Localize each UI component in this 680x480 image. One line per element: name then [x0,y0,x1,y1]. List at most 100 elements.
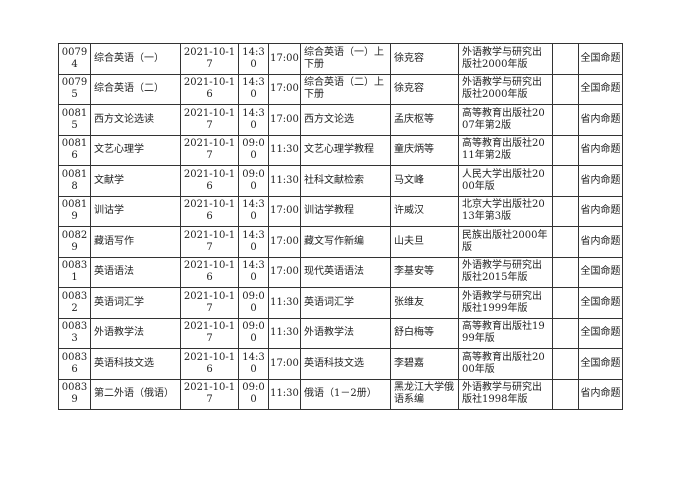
course-code-cell: 00833 [58,317,91,349]
table-row: 00795 综合英语（二） 2021-10-16 14:30 17:00 综合英语（二）上… [58,73,623,105]
exam-type-cell: 省内命题 [578,195,623,227]
exam-type-cell: 全国命题 [578,348,623,380]
exam-date-cell: 2021-10-17 [180,134,239,166]
exam-type-cell: 省内命题 [578,104,623,136]
table-row: 00829 藏语写作 2021-10-17 14:30 17:00 藏文写作新编 山夫旦 民族… [58,226,623,258]
course-name-cell: 综合英语（二） [90,73,181,105]
note-cell [552,165,579,197]
course-code-cell: 00831 [58,256,91,288]
start-time-cell: 14:30 [238,226,269,258]
note-cell [552,104,579,136]
start-time-cell: 14:30 [238,256,269,288]
publisher-cell: 外语教学与研究出版社2000年版 [458,73,553,105]
textbook-cell: 综合英语（二）上下册 [300,73,391,105]
textbook-cell: 社科文献检索 [300,165,391,197]
publisher-cell: 外语教学与研究出版社1999年版 [458,287,553,319]
table-row: 00816 文艺心理学 2021-10-17 09:00 11:30 文艺心理学教程 童庆炳… [58,134,623,166]
exam-date-cell: 2021-10-16 [180,165,239,197]
note-cell [552,73,579,105]
publisher-cell: 北京大学出版社2013年第3版 [458,195,553,227]
course-code-cell: 00839 [58,378,91,410]
course-name-cell: 第二外语（俄语） [90,378,181,410]
publisher-cell: 外语教学与研究出版社2015年版 [458,256,553,288]
publisher-cell: 人民大学出版社2000年版 [458,165,553,197]
start-time-cell: 09:00 [238,134,269,166]
note-cell [552,226,579,258]
textbook-cell: 俄语（1－2册） [300,378,391,410]
textbook-cell: 训诂学教程 [300,195,391,227]
note-cell [552,195,579,227]
publisher-cell: 外语教学与研究出版社1998年版 [458,378,553,410]
exam-date-cell: 2021-10-17 [180,104,239,136]
end-time-cell: 11:30 [268,317,301,349]
publisher-cell: 民族出版社2000年版 [458,226,553,258]
course-code-cell: 00829 [58,226,91,258]
note-cell [552,43,579,75]
exam-type-cell: 全国命题 [578,73,623,105]
start-time-cell: 14:30 [238,104,269,136]
course-name-cell: 英语语法 [90,256,181,288]
note-cell [552,287,579,319]
exam-date-cell: 2021-10-17 [180,43,239,75]
course-code-cell: 00832 [58,287,91,319]
table-row: 00836 英语科技文选 2021-10-16 14:30 17:00 英语科技文选 李碧嘉… [58,348,623,380]
course-name-cell: 外语教学法 [90,317,181,349]
end-time-cell: 11:30 [268,134,301,166]
table-row: 00815 西方文论选读 2021-10-17 14:30 17:00 西方文论选 孟庆枢等… [58,104,623,136]
course-code-cell: 00819 [58,195,91,227]
start-time-cell: 14:30 [238,195,269,227]
table-row: 00831 英语语法 2021-10-16 14:30 17:00 现代英语语法 李基安等外… [58,256,623,288]
exam-type-cell: 省内命题 [578,165,623,197]
table-row: 00794 综合英语（一） 2021-10-17 14:30 17:00 综合英语（一）上… [58,43,623,75]
publisher-cell: 高等教育出版社2011年第2版 [458,134,553,166]
author-cell: 李碧嘉 [390,348,459,380]
author-cell: 山夫旦 [390,226,459,258]
course-name-cell: 西方文论选读 [90,104,181,136]
exam-date-cell: 2021-10-17 [180,226,239,258]
exam-date-cell: 2021-10-16 [180,348,239,380]
course-name-cell: 藏语写作 [90,226,181,258]
end-time-cell: 11:30 [268,287,301,319]
exam-type-cell: 省内命题 [578,378,623,410]
publisher-cell: 高等教育出版社2007年第2版 [458,104,553,136]
note-cell [552,317,579,349]
end-time-cell: 17:00 [268,104,301,136]
author-cell: 童庆炳等 [390,134,459,166]
textbook-cell: 西方文论选 [300,104,391,136]
course-code-cell: 00818 [58,165,91,197]
publisher-cell: 高等教育出版社2000年版 [458,348,553,380]
course-name-cell: 文献学 [90,165,181,197]
exam-date-cell: 2021-10-17 [180,317,239,349]
end-time-cell: 17:00 [268,256,301,288]
table-row: 00832 英语词汇学 2021-10-17 09:00 11:30 英语词汇学 张维友 外语… [58,287,623,319]
author-cell: 徐克容 [390,43,459,75]
author-cell: 徐克容 [390,73,459,105]
author-cell: 张维友 [390,287,459,319]
textbook-cell: 英语词汇学 [300,287,391,319]
course-name-cell: 综合英语（一） [90,43,181,75]
publisher-cell: 高等教育出版社1999年版 [458,317,553,349]
exam-date-cell: 2021-10-17 [180,378,239,410]
table-row: 00819 训诂学 2021-10-16 14:30 17:00 训诂学教程 许威汉 北京大学… [58,195,623,227]
exam-type-cell: 省内命题 [578,134,623,166]
start-time-cell: 14:30 [238,348,269,380]
author-cell: 孟庆枢等 [390,104,459,136]
end-time-cell: 17:00 [268,43,301,75]
start-time-cell: 14:30 [238,73,269,105]
exam-date-cell: 2021-10-17 [180,287,239,319]
exam-date-cell: 2021-10-16 [180,256,239,288]
course-code-cell: 00836 [58,348,91,380]
publisher-cell: 外语教学与研究出版社2000年版 [458,43,553,75]
end-time-cell: 11:30 [268,378,301,410]
author-cell: 黑龙江大学俄语系编 [390,378,459,410]
author-cell: 舒白梅等 [390,317,459,349]
end-time-cell: 11:30 [268,165,301,197]
textbook-cell: 外语教学法 [300,317,391,349]
table-row: 00839 第二外语（俄语） 2021-10-17 09:00 11:30 俄语（1－2册… [58,378,623,410]
author-cell: 李基安等 [390,256,459,288]
end-time-cell: 17:00 [268,73,301,105]
author-cell: 马文峰 [390,165,459,197]
author-cell: 许威汉 [390,195,459,227]
exam-date-cell: 2021-10-16 [180,73,239,105]
start-time-cell: 09:00 [238,317,269,349]
